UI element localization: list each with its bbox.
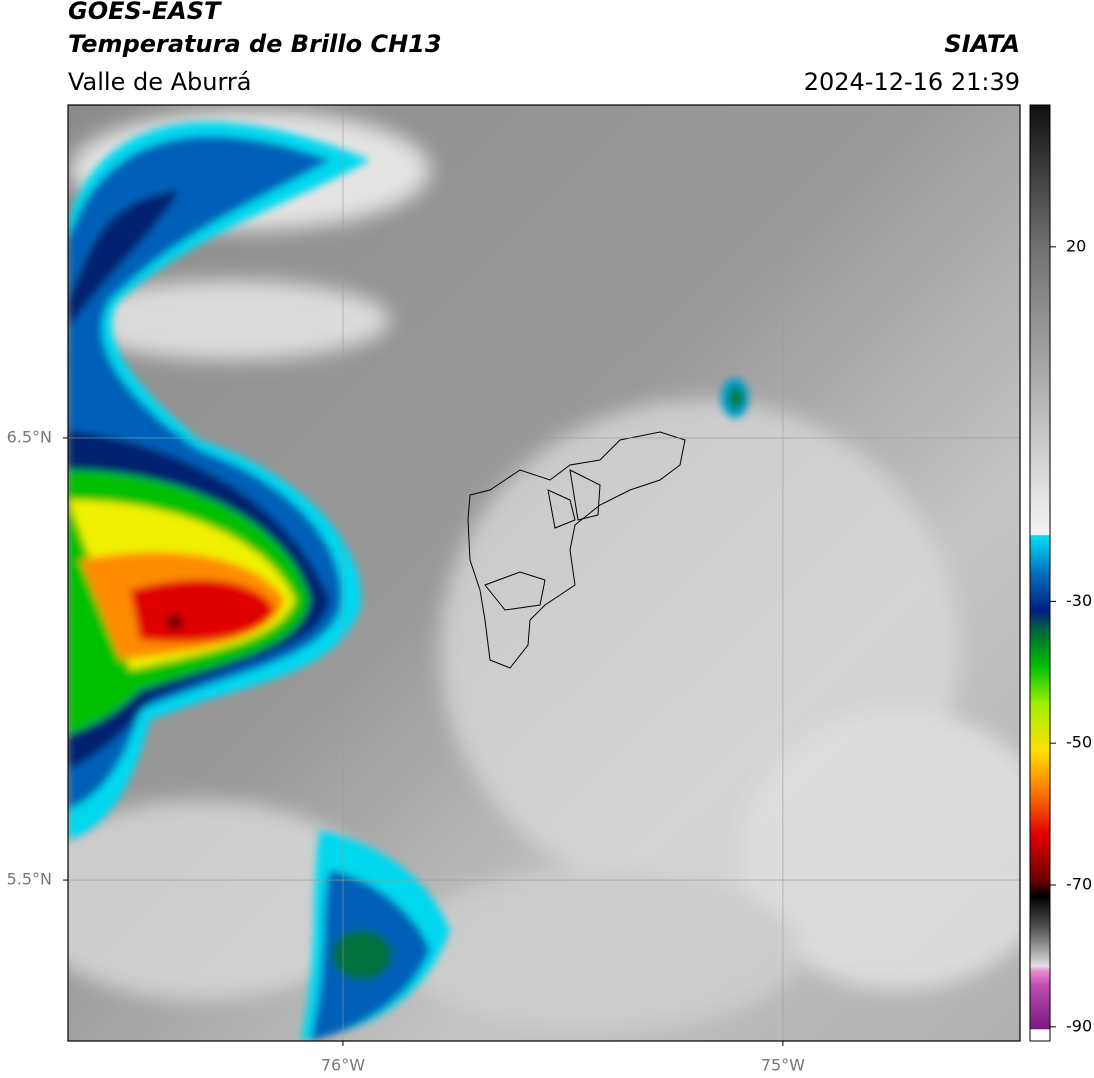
map-frame xyxy=(67,104,1021,1042)
datetime: 2024-12-16 21:39 xyxy=(804,68,1020,96)
y-tick-label: 5.5°N xyxy=(7,870,52,889)
colorbar-label: 20 xyxy=(1066,236,1086,255)
title: GOES-EAST xyxy=(68,0,222,25)
colorbar xyxy=(1029,104,1051,1042)
colorbar-label: -30 xyxy=(1066,591,1092,610)
x-tick-label: 75°W xyxy=(761,1056,805,1075)
x-tick-label: 76°W xyxy=(321,1056,365,1075)
subtitle: Temperatura de Brillo CH13 xyxy=(68,30,442,58)
region: Valle de Aburrá xyxy=(68,68,252,96)
source: SIATA xyxy=(944,30,1020,58)
colorbar-label: -90 xyxy=(1066,1016,1092,1035)
y-tick-label: 6.5°N xyxy=(7,427,52,446)
municipal-boundaries xyxy=(467,431,686,669)
colorbar-label: -70 xyxy=(1066,875,1092,894)
colorbar-label: -50 xyxy=(1066,733,1092,752)
satellite-image xyxy=(68,105,1020,1041)
